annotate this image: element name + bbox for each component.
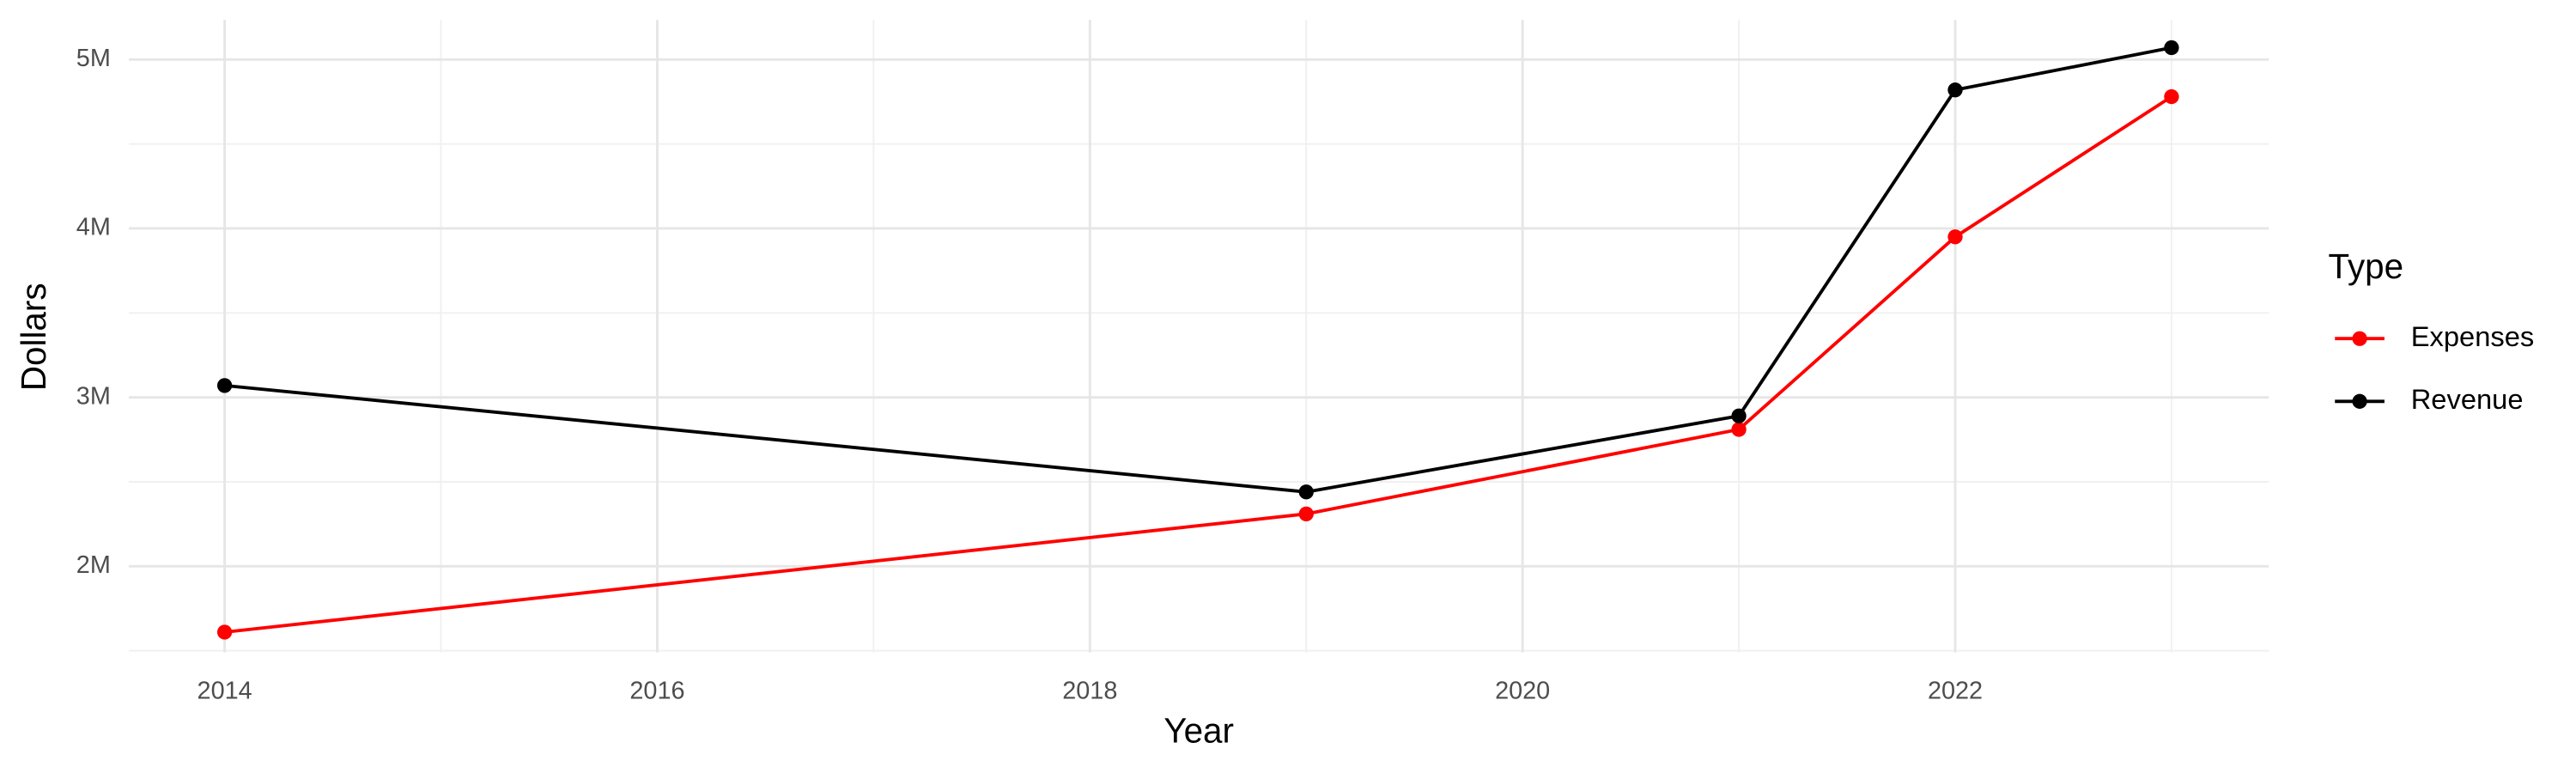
point xyxy=(1731,422,1747,437)
legend-key-point xyxy=(2352,393,2367,409)
legend-title: Type xyxy=(2329,247,2404,286)
point xyxy=(1731,408,1747,423)
point xyxy=(1947,229,1963,245)
point xyxy=(216,624,233,640)
point xyxy=(216,378,233,393)
y-tick-label: 5M xyxy=(76,45,111,72)
x-tick-label: 2022 xyxy=(1928,677,1983,704)
line xyxy=(224,46,2172,494)
x-tick-label: 2016 xyxy=(629,677,684,704)
legend-label: Expenses xyxy=(2411,320,2535,352)
point xyxy=(1298,506,1314,521)
point xyxy=(1947,82,1963,98)
x-axis-title: Year xyxy=(1163,711,1234,751)
y-tick-label: 3M xyxy=(76,382,111,410)
legend-key-point xyxy=(2352,331,2367,346)
x-tick-label: 2014 xyxy=(197,677,252,704)
point xyxy=(2164,88,2179,105)
y-axis-title: Dollars xyxy=(14,283,53,391)
x-tick-label: 2018 xyxy=(1062,677,1117,704)
point xyxy=(2164,40,2179,56)
y-tick-label: 4M xyxy=(76,214,111,241)
legend-label: Revenue xyxy=(2411,383,2524,415)
line xyxy=(224,94,2172,634)
point xyxy=(1298,484,1314,500)
y-tick-label: 2M xyxy=(76,551,111,579)
x-tick-label: 2020 xyxy=(1495,677,1550,704)
